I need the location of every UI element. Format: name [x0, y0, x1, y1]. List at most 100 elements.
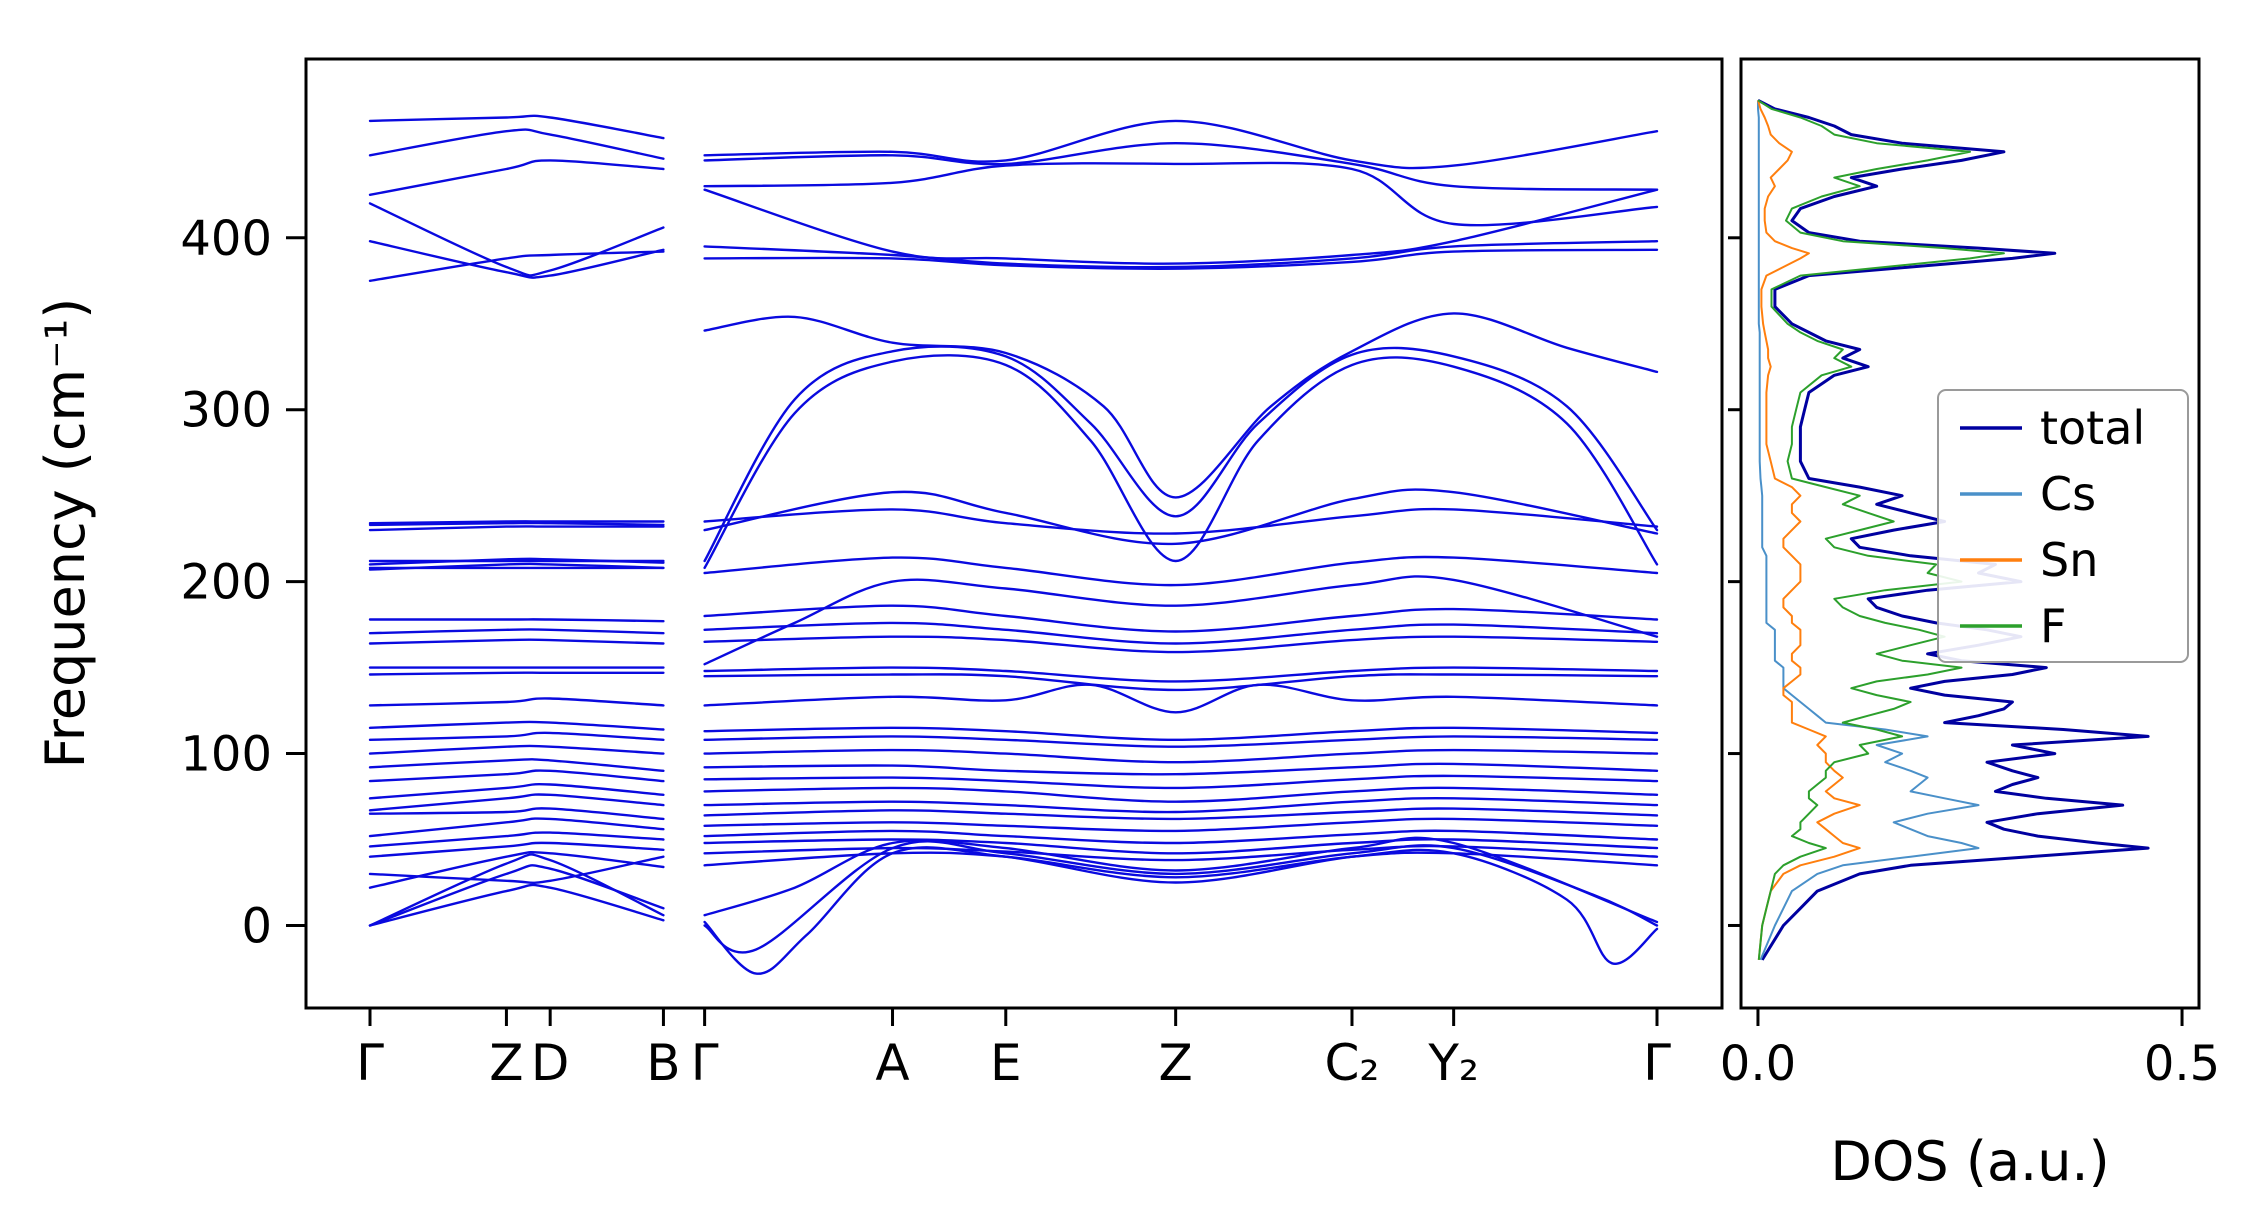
phonon-band-curve [703, 248, 1659, 270]
dos-panel-frame [1739, 57, 2201, 1010]
phonon-band-curve [368, 525, 665, 532]
phonon-band-curve [368, 807, 665, 821]
phonon-band-curve [368, 671, 665, 676]
phonon-band-curve [368, 562, 665, 571]
phonon-band-curve [703, 817, 1659, 833]
phonon-band-curve [703, 838, 1659, 855]
phonon-band-curve [368, 731, 665, 741]
phonon-band-curve [368, 202, 665, 277]
phonon-band-curve [703, 575, 1659, 666]
phonon-band-curve [368, 853, 665, 927]
legend-box [1937, 389, 2189, 663]
phonon-band-curve [368, 628, 665, 635]
phonon-band-curve [703, 735, 1659, 748]
phonon-band-curve [368, 883, 665, 927]
phonon-band-curve [703, 507, 1659, 535]
phonon-band-curve [368, 240, 665, 279]
phonon-band-curve [703, 345, 1659, 563]
phonon-band-curve [703, 683, 1659, 714]
phonon-band-curve [703, 846, 1659, 975]
legend-label-F: F [2040, 599, 2066, 653]
kpoint-label: B [646, 1034, 680, 1092]
dos-tick-label: 0.0 [1720, 1036, 1796, 1092]
kpoint-label: D [531, 1034, 570, 1092]
phonon-band-curve [703, 604, 1659, 633]
y-tick-label: 0 [241, 898, 272, 954]
phonon-band-curve [703, 188, 1659, 265]
phonon-band-curve [703, 807, 1659, 821]
phonon-band-curve [703, 786, 1659, 803]
phonon-band-curve [703, 119, 1659, 170]
phonon-band-curve [368, 855, 665, 885]
kpoint-label: Γ [691, 1034, 719, 1092]
phonon-band-curve [368, 758, 665, 772]
phonon-band-curve [703, 774, 1659, 790]
band-curves-group [368, 114, 1659, 975]
legend: total Cs Sn F [1937, 389, 2189, 663]
y-axis-label: Frequency (cm⁻¹) [34, 298, 97, 769]
phonon-band-curve [703, 142, 1659, 191]
kpoint-label: Γ [356, 1034, 384, 1092]
phonon-band-curve [368, 521, 665, 527]
axis-ticks [286, 236, 2184, 1026]
phonon-band-curve [703, 836, 1659, 924]
phonon-band-curve [703, 635, 1659, 654]
phonon-band-curve [368, 618, 665, 623]
phonon-band-curve [368, 250, 665, 282]
phonon-band-curve [703, 666, 1659, 683]
y-tick-label: 400 [180, 211, 272, 267]
phonon-band-curve [368, 128, 665, 160]
phonon-band-curve [368, 769, 665, 783]
phonon-band-curve [703, 748, 1659, 764]
phonon-band-curve [368, 793, 665, 812]
phonon-band-curve [703, 829, 1659, 845]
phonon-band-curve [703, 844, 1659, 862]
phonon-band-curve [703, 555, 1659, 587]
dos-curve-F [1757, 99, 2005, 960]
phonon-band-curve [368, 520, 665, 525]
phonon-band-curve [368, 864, 665, 927]
legend-label-Cs: Cs [2040, 467, 2096, 521]
phonon-band-curve [703, 240, 1659, 269]
phonon-band-curve [703, 488, 1659, 546]
phonon-band-curve [368, 720, 665, 731]
band-panel-frame [304, 57, 1724, 1010]
dos-tick-label: 0.5 [2144, 1036, 2220, 1092]
phonon-band-curve [368, 783, 665, 800]
y-tick-label: 100 [180, 727, 272, 783]
phonon-band-curve [368, 817, 665, 838]
kpoint-label: A [875, 1034, 909, 1092]
legend-label-Sn: Sn [2040, 533, 2098, 587]
dos-curve-Cs [1757, 100, 1980, 961]
phonon-band-curve [703, 354, 1659, 570]
phonon-band-curve [703, 840, 1659, 954]
phonon-band-curve [368, 850, 665, 889]
kpoint-label: Z [489, 1034, 523, 1092]
legend-label-total: total [2040, 401, 2145, 455]
kpoint-label: C₂ [1324, 1034, 1379, 1092]
y-tick-label: 200 [180, 555, 272, 611]
dos-x-axis-label: DOS (a.u.) [1830, 1130, 2109, 1193]
y-tick-label: 300 [180, 383, 272, 439]
phonon-band-curve [368, 638, 665, 645]
phonon-band-curve [368, 697, 665, 707]
kpoint-label: Y₂ [1427, 1034, 1479, 1092]
phonon-band-curve [368, 744, 665, 755]
phonon-band-curve [368, 831, 665, 848]
phonon-band-curve [368, 557, 665, 566]
phonon-band-curve [368, 841, 665, 858]
dos-curve-Sn [1757, 100, 1861, 960]
phonon-band-curve [703, 762, 1659, 776]
phonon-band-curve [368, 114, 665, 140]
kpoint-label: Γ [1643, 1034, 1671, 1092]
phonon-band-curve [703, 621, 1659, 645]
kpoint-label: Z [1159, 1034, 1193, 1092]
phonon-band-curve [703, 161, 1659, 227]
phonon-band-curve [703, 726, 1659, 741]
kpoint-label: E [990, 1034, 1022, 1092]
phonon-band-curve [703, 851, 1659, 879]
